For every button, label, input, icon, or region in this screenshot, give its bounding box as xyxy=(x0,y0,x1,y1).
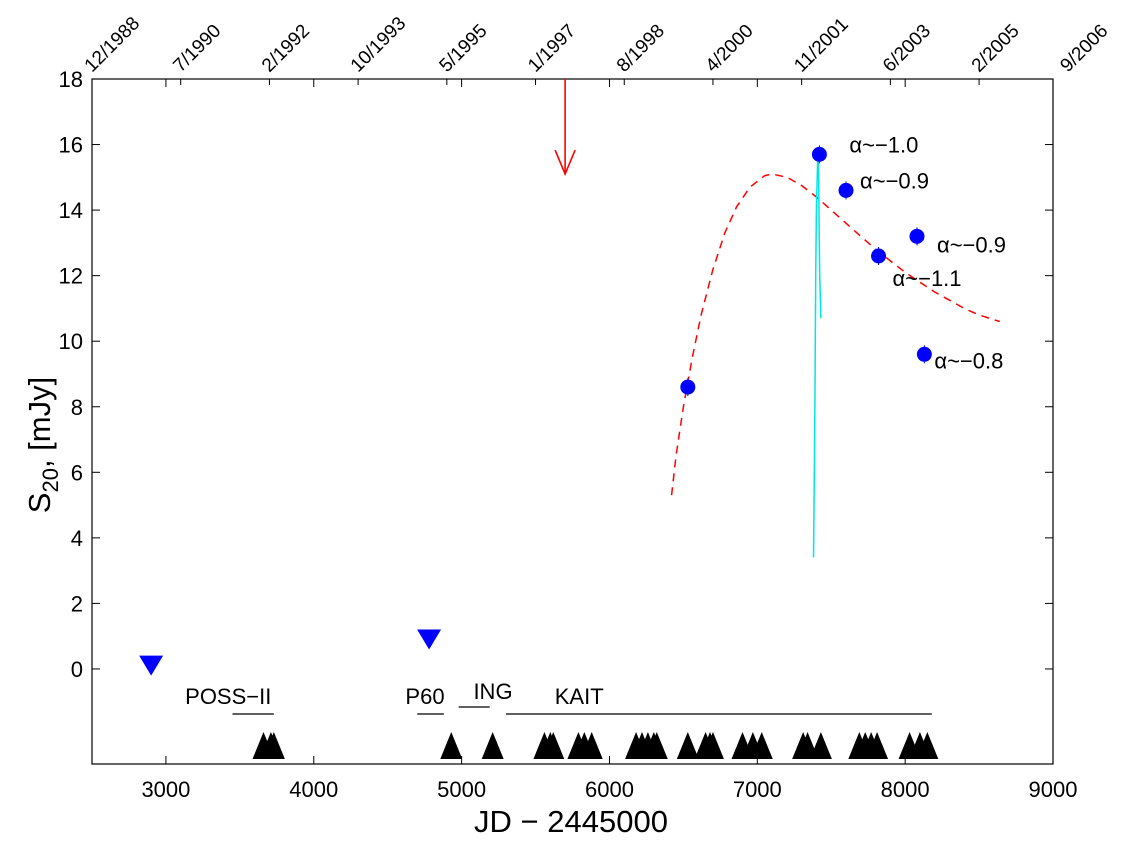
observation-epoch-marker xyxy=(580,732,603,759)
y-tick-label: 12 xyxy=(59,264,83,289)
plot-frame xyxy=(91,78,1054,765)
x-tick-label: 5000 xyxy=(437,777,486,802)
observation-epoch-marker xyxy=(750,732,773,759)
top-date-label: 5/1995 xyxy=(436,21,492,77)
top-date-label: 9/2006 xyxy=(1056,21,1112,77)
y-tick-label: 8 xyxy=(71,395,83,420)
observation-epoch-marker xyxy=(542,732,565,759)
detection-point xyxy=(871,248,887,264)
observation-epoch-marker xyxy=(701,732,724,759)
observation-epoch-marker xyxy=(916,732,939,759)
top-date-label: 1/1997 xyxy=(524,21,580,77)
upper-limit-marker xyxy=(417,629,442,650)
observation-epoch-marker xyxy=(481,732,504,759)
detection-point xyxy=(916,346,932,362)
y-tick-label: 2 xyxy=(71,591,83,616)
spike-curve xyxy=(812,154,822,558)
x-axis-title: JD − 2445000 xyxy=(474,804,668,839)
x-tick-label: 7000 xyxy=(733,777,782,802)
x-tick-label: 9000 xyxy=(1029,777,1078,802)
telescope-label: P60 xyxy=(405,684,444,709)
y-tick-label: 4 xyxy=(71,526,83,551)
observation-epoch-marker xyxy=(866,732,889,759)
telescope-label: KAIT xyxy=(555,684,604,709)
observation-epoch-marker xyxy=(645,732,668,759)
x-tick-label: 8000 xyxy=(881,777,930,802)
top-date-label: 2/2005 xyxy=(968,21,1024,77)
observation-epoch-marker xyxy=(262,732,285,759)
top-date-label: 12/1988 xyxy=(81,13,144,76)
red-arrow-head xyxy=(554,149,576,177)
y-tick-label: 18 xyxy=(59,67,83,92)
top-date-label: 7/1990 xyxy=(169,21,225,77)
telescope-label: POSS−II xyxy=(185,684,271,709)
spectral-index-label: α~−1.0 xyxy=(849,132,918,157)
spectral-index-label: α~−0.9 xyxy=(937,232,1006,257)
y-axis-title-sub: 20 xyxy=(38,468,63,492)
y-axis-title-unit: , [mJy] xyxy=(22,377,57,468)
y-tick-label: 10 xyxy=(59,329,83,354)
top-date-label: 11/2001 xyxy=(790,14,852,76)
detection-point xyxy=(909,228,925,244)
spectral-index-label: α~−0.8 xyxy=(934,348,1003,373)
observation-epoch-marker xyxy=(440,732,463,759)
spectral-index-label: α~−1.1 xyxy=(893,266,962,291)
model-curve xyxy=(670,173,1001,496)
x-tick-label: 3000 xyxy=(141,777,190,802)
observation-epoch-marker xyxy=(676,732,699,759)
upper-limit-marker xyxy=(139,655,164,676)
y-tick-label: 16 xyxy=(59,133,83,158)
observation-epoch-marker xyxy=(809,732,832,759)
x-tick-label: 4000 xyxy=(289,777,338,802)
telescope-label: ING xyxy=(473,679,512,704)
top-date-label: 6/2003 xyxy=(879,21,935,77)
detection-point xyxy=(838,182,854,198)
top-date-label: 8/1998 xyxy=(613,21,669,77)
y-axis-title-main: S xyxy=(22,493,57,514)
y-tick-label: 14 xyxy=(59,198,83,223)
detection-point xyxy=(811,146,827,162)
y-tick-label: 6 xyxy=(71,460,83,485)
top-date-label: 2/1992 xyxy=(258,21,314,77)
spectral-index-label: α~−0.9 xyxy=(860,168,929,193)
top-date-label: 10/1993 xyxy=(347,13,410,76)
detection-point xyxy=(680,379,696,395)
x-tick-label: 6000 xyxy=(585,777,634,802)
y-tick-label: 0 xyxy=(71,657,83,682)
top-date-label: 4/2000 xyxy=(702,21,758,77)
y-axis-title: S20, [mJy] xyxy=(22,377,63,513)
